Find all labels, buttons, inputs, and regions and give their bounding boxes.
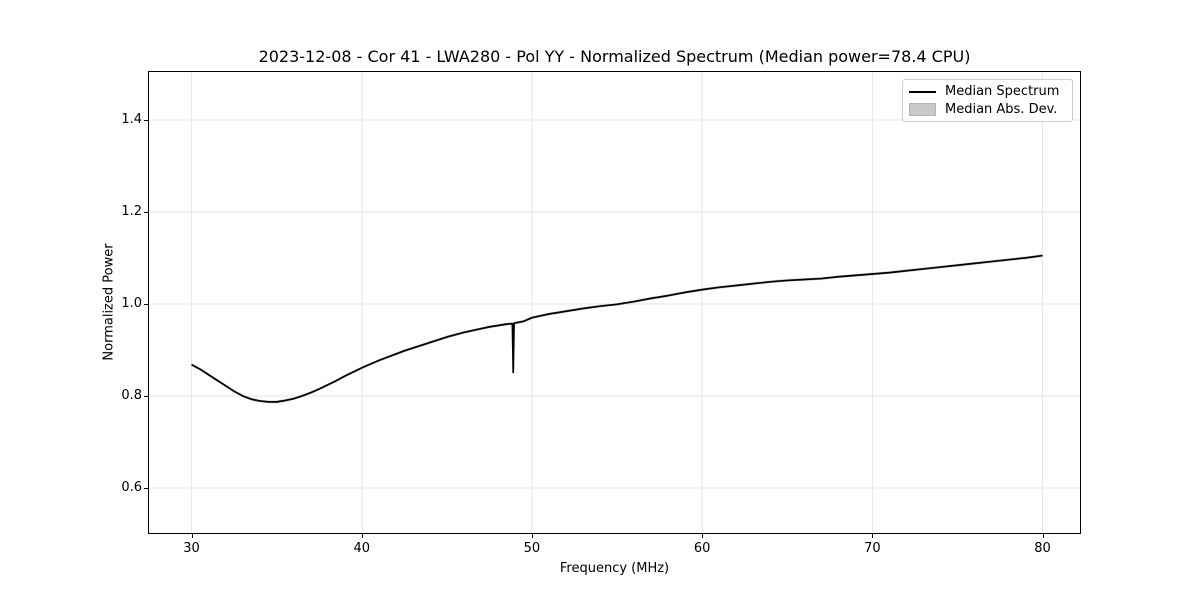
- legend-label: Median Abs. Dev.: [945, 101, 1058, 117]
- x-tick-label: 70: [864, 541, 881, 556]
- plot-area: [149, 72, 1080, 533]
- x-tick-mark: [531, 534, 533, 538]
- legend-line-sample: [909, 90, 936, 93]
- x-tick-label: 40: [353, 541, 371, 556]
- x-tick-label: 50: [523, 541, 541, 556]
- legend-patch-sample: [909, 102, 936, 116]
- x-tick-label: 60: [693, 541, 711, 556]
- chart-title: 2023-12-08 - Cor 41 - LWA280 - Pol YY - …: [258, 47, 971, 66]
- y-tick-label: 0.8: [121, 387, 142, 403]
- legend: Median Spectrum Median Abs. Dev.: [902, 79, 1073, 122]
- y-tick-label: 1.4: [121, 111, 142, 127]
- y-tick-mark: [144, 303, 148, 305]
- y-tick-mark: [144, 119, 148, 121]
- legend-item-median-spectrum: Median Spectrum: [909, 84, 1066, 99]
- y-tick-label: 1.0: [121, 295, 142, 311]
- x-tick-mark: [702, 534, 704, 538]
- legend-label: Median Spectrum: [945, 84, 1060, 100]
- x-tick-mark: [191, 534, 193, 538]
- x-axis-label: Frequency (MHz): [559, 561, 670, 576]
- mad-band: [191, 254, 1043, 404]
- median-spectrum-line: [191, 254, 1043, 403]
- axes-frame: [148, 71, 1081, 534]
- x-tick-label: 80: [1034, 541, 1051, 556]
- x-tick-mark: [1042, 534, 1044, 538]
- x-tick-mark: [361, 534, 363, 538]
- legend-item-median-abs-dev: Median Abs. Dev.: [909, 102, 1066, 117]
- y-tick-label: 0.6: [121, 479, 142, 495]
- y-tick-label: 1.2: [121, 203, 142, 219]
- y-tick-mark: [144, 211, 148, 213]
- y-tick-mark: [144, 487, 148, 489]
- x-tick-label: 30: [183, 541, 200, 556]
- y-tick-mark: [144, 395, 148, 397]
- x-tick-mark: [872, 534, 874, 538]
